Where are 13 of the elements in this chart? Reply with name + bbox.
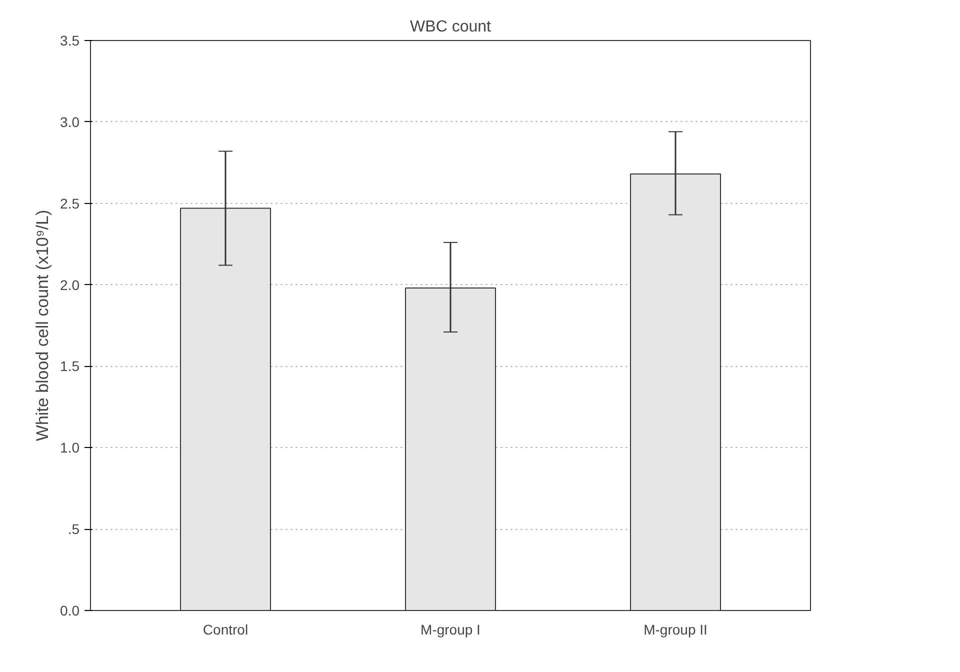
y-axis-title: White blood cell count (x10⁹/L): [33, 210, 52, 442]
chart-title: WBC count: [410, 18, 492, 36]
x-tick-label: M-group I: [420, 622, 480, 638]
x-tick-label: Control: [202, 622, 248, 638]
y-tick-label: .5: [68, 521, 80, 538]
y-tick-label: 2.5: [60, 195, 80, 212]
y-tick-label: 3.5: [60, 32, 80, 48]
y-tick-label: 1.0: [60, 440, 80, 456]
y-tick-label: 2.0: [60, 276, 80, 293]
x-tick-label: M-group II: [644, 622, 708, 638]
y-tick-label: 1.5: [60, 358, 80, 374]
y-tick-label: 3.0: [60, 114, 80, 130]
y-tick-label: 0.0: [60, 602, 80, 618]
